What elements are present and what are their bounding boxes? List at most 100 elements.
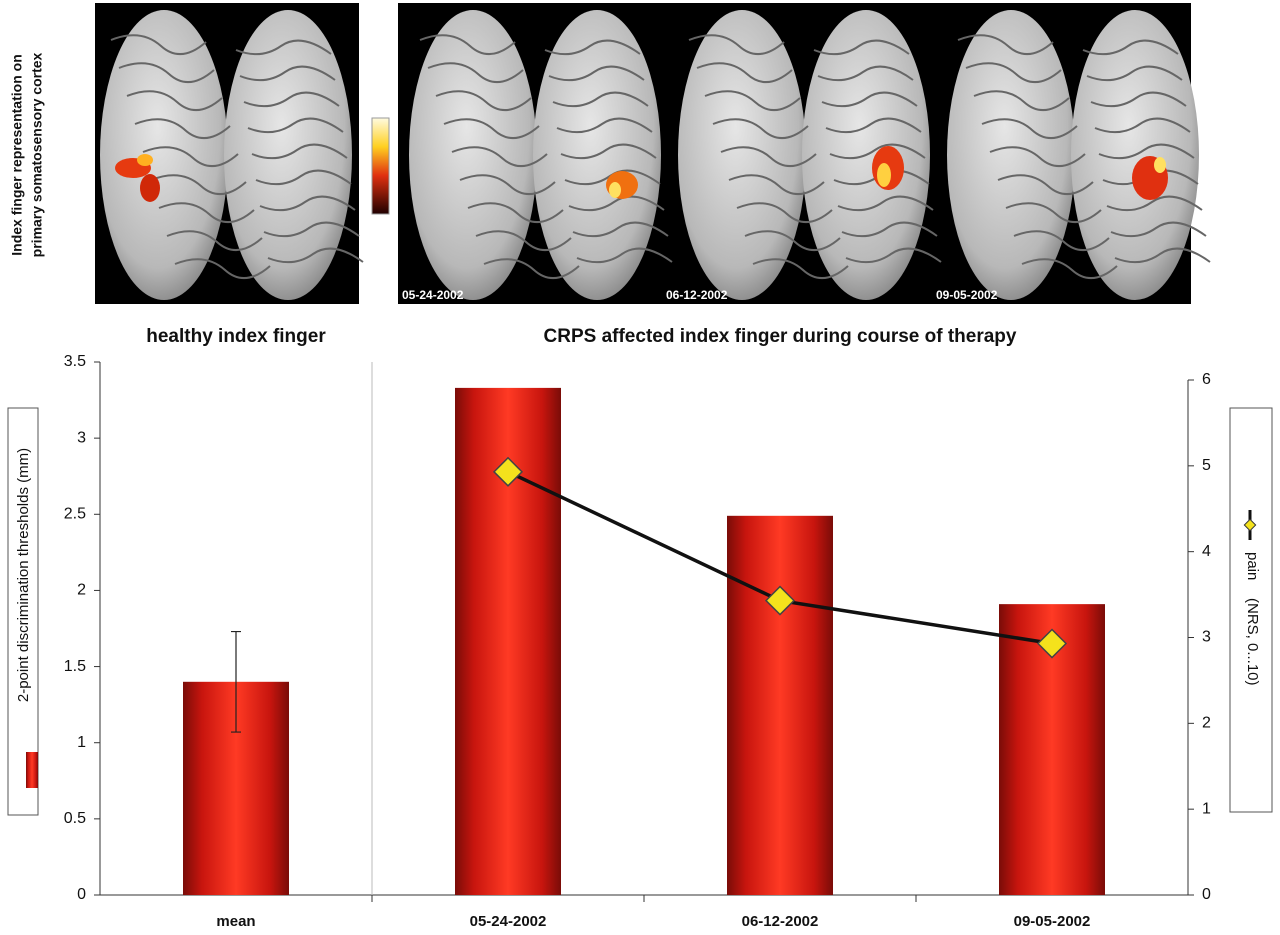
brain-sulcus: [1013, 230, 1110, 251]
brain-sulcus: [728, 174, 825, 195]
bar: [727, 515, 833, 895]
y-tick-label: 1: [77, 734, 86, 751]
y2-tick-label: 5: [1202, 457, 1211, 474]
brain-sulcus: [720, 146, 817, 167]
y-tick-label: 3: [77, 429, 86, 446]
image-date-label: 09-05-2002: [936, 288, 998, 302]
brain-hemisphere: [100, 10, 228, 300]
brain-sulcus: [712, 118, 809, 139]
brain-sulcus: [435, 90, 532, 111]
y2-tick-label: 3: [1202, 629, 1211, 646]
x-tick-label: 06-12-2002: [742, 913, 819, 930]
brain-sulcus: [1021, 258, 1118, 279]
left-legend-box: [7, 407, 39, 816]
x-tick-label: mean: [216, 913, 255, 930]
x-tick-label: 05-24-2002: [470, 913, 547, 930]
group-label: CRPS affected index finger during course…: [544, 326, 1017, 347]
brain-sulcus: [467, 202, 564, 223]
brain-sulcus: [451, 146, 548, 167]
image-date-label: 05-24-2002: [402, 288, 464, 302]
brain-sulcus: [267, 247, 364, 264]
image-date-label: 06-12-2002: [666, 288, 728, 302]
brain-sulcus: [736, 202, 833, 223]
brain-sulcus: [263, 221, 360, 238]
brain-hemisphere: [409, 10, 537, 300]
brain-sulcus: [989, 146, 1086, 167]
image-label: primary somatosensory cortex: [29, 52, 45, 257]
brain-sulcus: [247, 117, 344, 134]
brain-hemisphere: [678, 10, 806, 300]
y-axis-label: 2-point discrimination thresholds (mm): [15, 448, 32, 702]
brain-sulcus: [544, 39, 641, 56]
brain-sulcus: [572, 221, 669, 238]
brain-sulcus: [981, 118, 1078, 139]
brain-sulcus: [556, 117, 653, 134]
brain-sulcus: [134, 118, 231, 139]
brain-sulcus: [259, 195, 356, 212]
brain-sulcus: [443, 118, 540, 139]
image-panel: Index finger representation on primary s…: [9, 3, 1211, 304]
brain-sulcus: [576, 247, 673, 264]
brain-sulcus: [243, 91, 340, 108]
image-label: Index finger representation on: [9, 54, 25, 255]
brain-sulcus: [973, 90, 1070, 111]
brain-sulcus: [126, 90, 223, 111]
error-bar: [231, 630, 241, 733]
brain-sulcus: [150, 174, 247, 195]
brain-sulcus: [235, 39, 332, 56]
y-tick-label: 2: [77, 582, 86, 599]
brain-sulcus: [813, 39, 910, 56]
brain-sulcus: [552, 91, 649, 108]
y2-tick-label: 4: [1202, 543, 1211, 560]
y-tick-label: 2.5: [64, 506, 86, 523]
y-tick-label: 0: [77, 886, 86, 903]
y2-tick-label: 2: [1202, 715, 1211, 732]
y2-tick-label: 1: [1202, 800, 1211, 817]
legend-label: pain: [1244, 552, 1261, 580]
activation: [877, 163, 891, 187]
y-tick-label: 1.5: [64, 658, 86, 675]
brain-sulcus: [475, 230, 572, 251]
brain-sulcus: [560, 143, 657, 160]
brain-sulcus: [255, 169, 352, 186]
group-label: healthy index finger: [146, 326, 326, 347]
line-marker: [1036, 628, 1068, 659]
brain-sulcus: [118, 62, 215, 83]
activation: [137, 154, 153, 166]
legend-marker: [1243, 518, 1257, 532]
brain-sulcus: [548, 65, 645, 82]
brain-sulcus: [965, 62, 1062, 83]
brain-sulcus: [1005, 202, 1102, 223]
x-tick-label: 09-05-2002: [1014, 913, 1091, 930]
y-tick-label: 3.5: [64, 353, 86, 370]
brain-sulcus: [427, 62, 524, 83]
brain-sulcus: [1094, 117, 1191, 134]
brain-sulcus: [957, 34, 1054, 55]
brain-sulcus: [1090, 91, 1187, 108]
brain-sulcus: [158, 202, 255, 223]
y2-axis-label: (NRS, 0...10): [1244, 598, 1261, 686]
brain-sulcus: [1114, 247, 1211, 264]
activation: [1154, 157, 1166, 173]
line-marker: [492, 456, 524, 487]
brain-sulcus: [752, 258, 849, 279]
brain-sulcus: [110, 34, 207, 55]
brain-sulcus: [817, 65, 914, 82]
y2-tick-label: 0: [1202, 886, 1211, 903]
brain-sulcus: [829, 143, 926, 160]
brain-sulcus: [696, 62, 793, 83]
brain-hemisphere: [947, 10, 1075, 300]
brain-sulcus: [1098, 143, 1195, 160]
brain-sulcus: [825, 117, 922, 134]
brain-sulcus: [1086, 65, 1183, 82]
brain-sulcus: [845, 247, 942, 264]
brain-sulcus: [1106, 195, 1203, 212]
legend-swatch: [26, 752, 38, 788]
brain-sulcus: [704, 90, 801, 111]
activation: [609, 182, 621, 198]
brain-sulcus: [459, 174, 556, 195]
brain-sulcus: [821, 91, 918, 108]
brain-sulcus: [744, 230, 841, 251]
brain-sulcus: [1082, 39, 1179, 56]
brain-sulcus: [239, 65, 336, 82]
